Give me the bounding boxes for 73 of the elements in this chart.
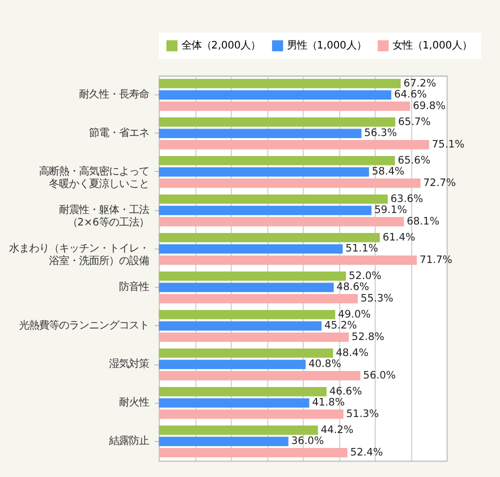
legend-label: 男性（1,000人）	[286, 40, 366, 52]
data-label: 65.6%	[398, 154, 431, 166]
data-label: 45.2%	[324, 320, 358, 332]
bar	[158, 348, 334, 358]
bar	[158, 282, 334, 292]
data-label: 58.4%	[372, 166, 405, 178]
bar	[158, 398, 310, 408]
data-label: 40.8%	[308, 358, 342, 370]
data-label: 68.1%	[406, 216, 440, 228]
data-label: 49.0%	[338, 308, 371, 320]
bar	[158, 271, 346, 281]
data-label: 52.8%	[352, 331, 385, 344]
y-tick-label: 結露防止	[108, 435, 150, 448]
y-tick-label: 耐震性・躯体・工法（2×6等の工法）	[59, 204, 150, 228]
bar	[158, 294, 358, 304]
bar	[158, 321, 322, 331]
data-label: 44.2%	[320, 424, 354, 436]
y-tick-label: 水まわり（キッチン・トイレ・浴室・洗面所）の設備	[9, 242, 150, 267]
data-label: 41.8%	[312, 396, 345, 409]
legend-label: 全体（2,000人）	[181, 40, 261, 52]
bar	[158, 436, 288, 446]
y-tick-label: 防音性	[119, 281, 150, 294]
data-label: 48.4%	[336, 346, 369, 359]
data-label: 56.0%	[363, 370, 396, 382]
bar	[158, 425, 318, 435]
data-label: 56.3%	[364, 127, 398, 140]
y-tick-label: 光熱費等のランニングコスト	[19, 320, 150, 332]
bar	[158, 78, 401, 88]
y-tick-label: 高断熱・高気密によって冬暖かく夏涼しいこと	[39, 166, 150, 190]
bar	[158, 448, 348, 458]
data-label: 63.6%	[390, 192, 424, 205]
data-label: 64.6%	[394, 88, 427, 101]
data-label: 71.7%	[420, 254, 453, 266]
data-label: 46.6%	[329, 385, 362, 398]
data-label: 67.2%	[403, 77, 436, 90]
data-label: 75.1%	[432, 138, 465, 150]
bar	[158, 386, 327, 396]
y-tick-label: 耐火性	[119, 396, 150, 409]
bar	[158, 232, 380, 242]
data-label: 61.4%	[382, 231, 416, 244]
data-label: 52.4%	[350, 446, 384, 459]
bar	[158, 178, 420, 188]
y-tick-label: 節電・省エネ	[89, 127, 150, 140]
bar	[158, 128, 362, 138]
data-label: 51.3%	[346, 408, 380, 420]
data-label: 36.0%	[291, 435, 324, 448]
bar	[158, 206, 372, 216]
data-label: 55.3%	[360, 292, 394, 305]
bar	[158, 256, 417, 265]
bar	[158, 410, 344, 419]
bar	[158, 360, 306, 370]
bar	[158, 90, 392, 100]
bar	[158, 244, 343, 254]
bar	[158, 194, 388, 204]
data-label: 51.1%	[346, 242, 378, 255]
bar	[158, 140, 430, 150]
y-tick-label: 耐久性・長寿命	[79, 88, 150, 101]
bar	[158, 102, 410, 111]
bar	[158, 371, 360, 380]
legend-label: 女性（1,000人）	[392, 40, 472, 52]
data-label: 59.1%	[374, 204, 408, 216]
data-label: 69.8%	[412, 100, 446, 112]
bar	[158, 156, 395, 166]
bar	[158, 167, 370, 177]
data-label: 48.6%	[336, 281, 370, 294]
bar	[158, 117, 396, 127]
y-tick-label: 湿気対策	[109, 358, 150, 370]
bar	[158, 217, 404, 226]
data-label: 52.0%	[348, 270, 382, 282]
data-label: 72.7%	[423, 177, 456, 190]
data-label: 65.7%	[398, 116, 431, 128]
bar	[158, 332, 349, 342]
bar	[158, 310, 336, 320]
